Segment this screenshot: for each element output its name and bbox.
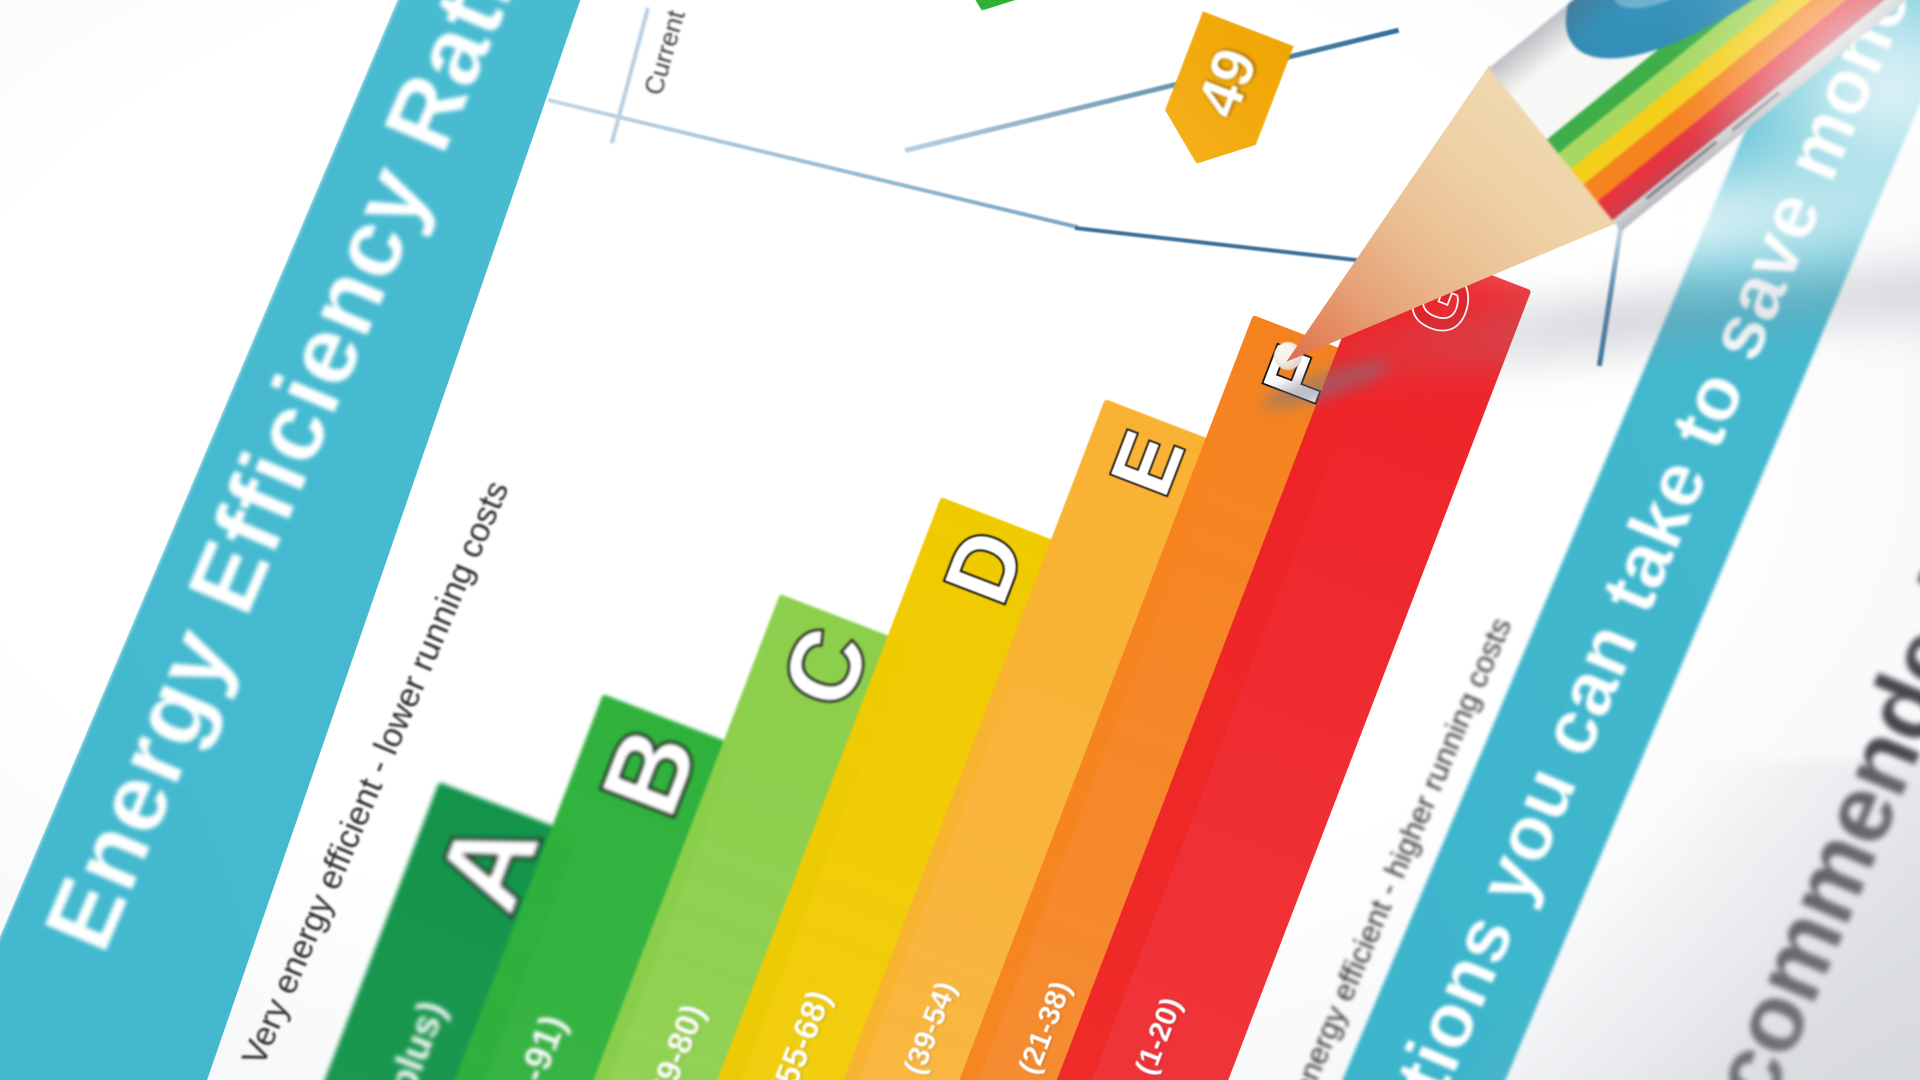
potential-rating-marker — [941, 0, 1070, 26]
band-range-label: (55-68) — [764, 985, 839, 1080]
band-range-label: (39-54) — [897, 977, 964, 1080]
band-letter: E — [1091, 418, 1205, 509]
page-curl-shadow — [1430, 760, 1920, 1080]
band-range-label: (69-80) — [638, 999, 713, 1080]
header-underline — [547, 98, 1079, 230]
band-range-label: (92 plus) — [354, 994, 455, 1080]
current-rating-value: 49 — [1183, 39, 1271, 126]
current-rating-marker: 49 — [1151, 11, 1294, 181]
band-range-label: (81-91) — [492, 1009, 576, 1080]
band-letter: D — [923, 515, 1046, 618]
band-range-label: (1-20) — [1129, 993, 1189, 1080]
table-top-border — [904, 27, 1400, 153]
